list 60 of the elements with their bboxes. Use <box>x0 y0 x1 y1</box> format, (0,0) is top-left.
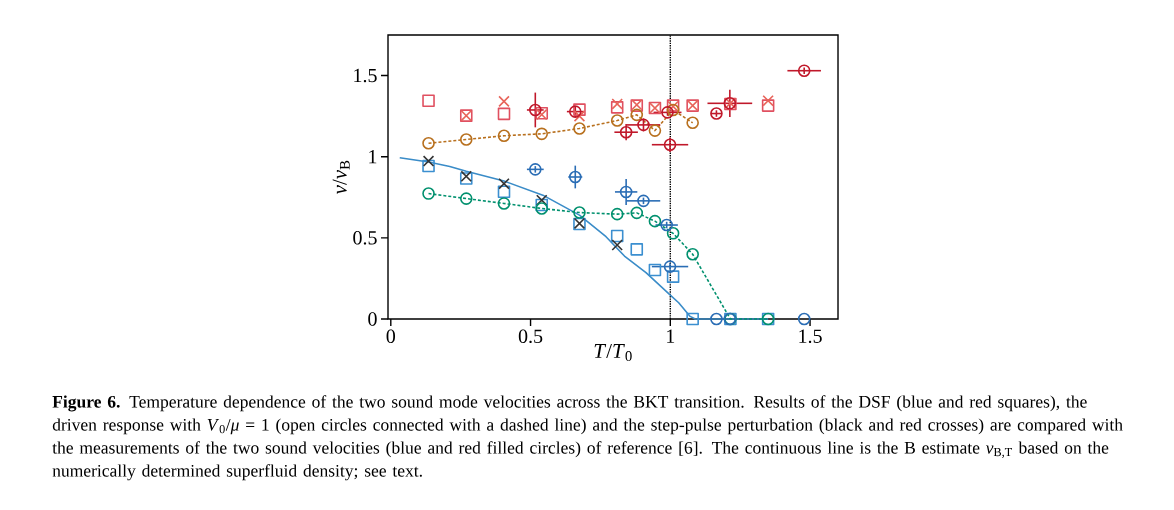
point <box>797 64 811 77</box>
point <box>661 106 674 119</box>
point <box>497 197 511 210</box>
point <box>666 270 680 283</box>
point <box>459 192 473 205</box>
x-tick-label: 0.5 <box>518 329 543 344</box>
point <box>610 114 624 127</box>
point <box>637 194 650 208</box>
point <box>611 239 623 251</box>
point <box>498 177 510 190</box>
point <box>568 170 582 184</box>
point <box>497 129 511 143</box>
point <box>630 206 644 220</box>
point <box>619 185 633 199</box>
x-axis-title: T/T$_{0}$ <box>594 343 632 362</box>
point <box>648 124 662 137</box>
point <box>610 101 624 114</box>
y-tick-label: 0.5 <box>353 231 377 245</box>
x-tick-label: 1.5 <box>799 329 822 343</box>
point <box>422 187 435 200</box>
point <box>573 122 586 135</box>
point <box>761 99 775 112</box>
point <box>529 163 542 176</box>
point <box>660 218 673 232</box>
point <box>710 312 723 326</box>
point <box>610 229 624 243</box>
point <box>497 107 511 121</box>
text: Figure 6. Temperature dependence of the two sound mode velocities across the BKT transition. Results of the DSF (blue and red squares), the driven response with V$_{0}$/μ = 1 (open circles connected with a dashed line) and the step-pulse perturbation (black and red crosses) are compared with the measurements of the two sound velocities (blue and red filled circles) of reference [6]. The continuous line is the B estimate v$_{B,T}$ based on the numerically determined superfluid density; see text. <box>52 395 1123 481</box>
point <box>797 312 811 326</box>
x-tick-label: 0 <box>386 329 396 344</box>
point <box>710 107 723 120</box>
point <box>686 312 699 326</box>
point <box>648 263 662 277</box>
point <box>497 185 511 199</box>
point <box>498 95 510 108</box>
point <box>663 260 677 273</box>
point <box>459 133 473 146</box>
point <box>422 136 435 150</box>
point <box>648 214 662 228</box>
point <box>535 202 549 215</box>
point <box>422 94 435 108</box>
point <box>630 243 644 256</box>
point <box>422 155 435 167</box>
y-tick-label: 0 <box>368 312 377 326</box>
y-tick-label: 1.5 <box>354 68 377 83</box>
point <box>762 94 774 107</box>
point <box>573 206 586 219</box>
x-tick-label: 1 <box>667 329 675 343</box>
point <box>686 247 699 261</box>
point <box>422 159 435 173</box>
point <box>686 116 699 130</box>
point <box>535 198 549 212</box>
point <box>611 98 623 110</box>
point <box>535 127 549 141</box>
point <box>637 118 650 132</box>
point <box>535 194 548 206</box>
point <box>630 108 644 122</box>
point <box>568 105 582 118</box>
point <box>610 207 624 221</box>
y-tick-label: 1 <box>369 150 377 164</box>
